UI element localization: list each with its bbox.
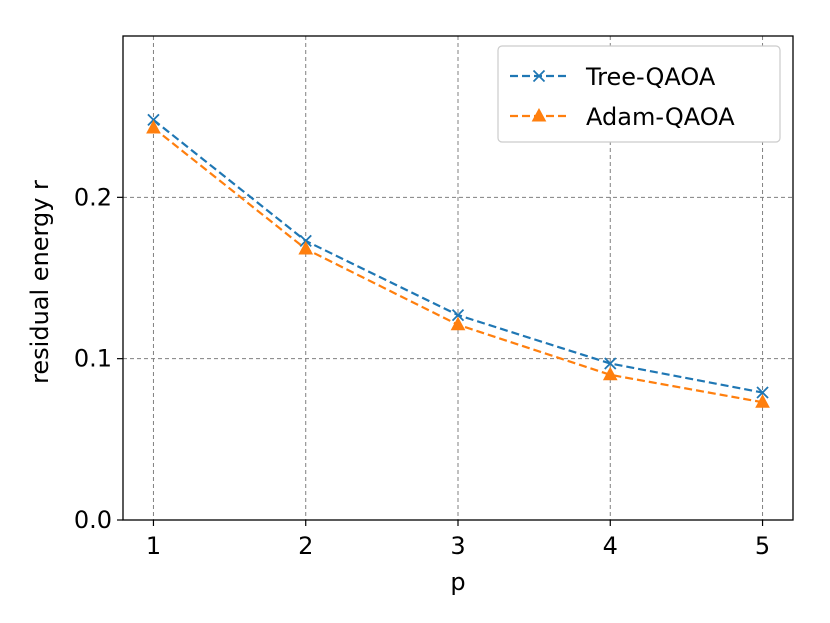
x-tick-label: 2: [298, 532, 313, 560]
y-tick-label: 0.2: [74, 183, 112, 211]
data-point: [299, 234, 312, 248]
x-tick-label: 1: [146, 532, 161, 560]
x-axis-label: p: [450, 568, 465, 596]
x-tick-label: 3: [450, 532, 465, 560]
legend-label: Adam-QAOA: [586, 103, 735, 131]
legend: Tree-QAOA Adam-QAOA: [497, 45, 781, 143]
data-point: [756, 386, 769, 399]
x-marker-stroke: [147, 113, 160, 127]
legend-box: [497, 45, 781, 143]
y-tick-label: 0.1: [74, 345, 112, 373]
y-tick-label: 0.0: [74, 506, 112, 534]
data-point: [755, 394, 770, 408]
x-tick-label: 4: [603, 532, 618, 560]
series-layer: [146, 113, 770, 408]
data-point: [147, 113, 160, 127]
y-axis-label: residual energy r: [26, 180, 54, 384]
x-marker-stroke: [451, 308, 465, 322]
x-marker-stroke: [604, 357, 617, 370]
data-point: [451, 308, 465, 322]
legend-marker: [531, 107, 547, 122]
data-point: [602, 366, 618, 381]
x-marker-stroke: [756, 386, 769, 399]
x-marker-stroke: [299, 234, 312, 248]
data-point: [450, 316, 466, 331]
data-point: [298, 240, 314, 255]
legend-label: Tree-QAOA: [585, 63, 716, 91]
data-point: [146, 119, 161, 134]
x-marker-stroke: [532, 69, 546, 83]
data-point: [604, 357, 617, 370]
ticks: 1 2 3 4 5 0.0 0.1 0.2: [74, 183, 770, 560]
x-tick-label: 5: [755, 532, 770, 560]
legend-marker: [532, 69, 546, 83]
